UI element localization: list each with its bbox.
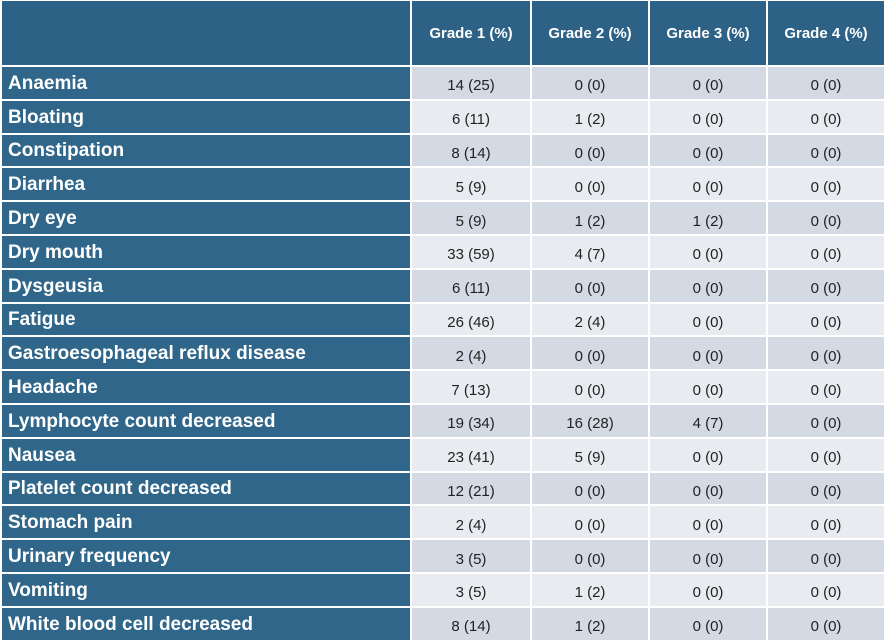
table-cell: 0 (0) bbox=[768, 472, 884, 505]
column-header: Grade 1 (%) bbox=[412, 1, 530, 65]
table-cell: 0 (0) bbox=[768, 269, 884, 302]
table-cell: 0 (0) bbox=[532, 134, 648, 167]
row-label: Dry eye bbox=[2, 202, 410, 234]
table-cell: 0 (0) bbox=[768, 404, 884, 437]
table-cell: 1 (2) bbox=[650, 202, 766, 234]
table-cell: 2 (4) bbox=[412, 337, 530, 370]
table-cell: 0 (0) bbox=[768, 573, 884, 606]
table-cell: 2 (4) bbox=[532, 303, 648, 336]
table-cell: 5 (9) bbox=[412, 202, 530, 234]
row-label: Gastroesophageal reflux disease bbox=[2, 337, 410, 370]
row-label: Lymphocyte count decreased bbox=[2, 404, 410, 437]
table-cell: 0 (0) bbox=[532, 506, 648, 539]
table-cell: 0 (0) bbox=[768, 235, 884, 268]
table-cell: 12 (21) bbox=[412, 472, 530, 505]
table-cell: 0 (0) bbox=[650, 540, 766, 572]
table-cell: 0 (0) bbox=[768, 168, 884, 201]
table-cell: 2 (4) bbox=[412, 506, 530, 539]
table-cell: 0 (0) bbox=[768, 67, 884, 99]
table-cell: 6 (11) bbox=[412, 100, 530, 133]
table-cell: 3 (5) bbox=[412, 573, 530, 606]
table-cell: 0 (0) bbox=[532, 371, 648, 403]
row-label: Fatigue bbox=[2, 303, 410, 336]
table-cell: 0 (0) bbox=[768, 202, 884, 234]
table-cell: 0 (0) bbox=[650, 506, 766, 539]
table-cell: 0 (0) bbox=[768, 134, 884, 167]
row-label: Stomach pain bbox=[2, 506, 410, 539]
table-cell: 1 (2) bbox=[532, 607, 648, 640]
table-cell: 0 (0) bbox=[650, 337, 766, 370]
table-cell: 6 (11) bbox=[412, 269, 530, 302]
table-cell: 0 (0) bbox=[532, 472, 648, 505]
table-cell: 26 (46) bbox=[412, 303, 530, 336]
table-cell: 7 (13) bbox=[412, 371, 530, 403]
row-label: Headache bbox=[2, 371, 410, 403]
table-cell: 4 (7) bbox=[650, 404, 766, 437]
column-header: Grade 2 (%) bbox=[532, 1, 648, 65]
table-cell: 0 (0) bbox=[768, 371, 884, 403]
table-cell: 0 (0) bbox=[768, 438, 884, 471]
table-cell: 0 (0) bbox=[650, 607, 766, 640]
table-cell: 5 (9) bbox=[532, 438, 648, 471]
table-cell: 4 (7) bbox=[532, 235, 648, 268]
table-cell: 33 (59) bbox=[412, 235, 530, 268]
row-label: White blood cell decreased bbox=[2, 607, 410, 640]
table-cell: 0 (0) bbox=[768, 506, 884, 539]
table-cell: 0 (0) bbox=[768, 337, 884, 370]
table-cell: 0 (0) bbox=[532, 67, 648, 99]
table-cell: 0 (0) bbox=[650, 235, 766, 268]
table-cell: 0 (0) bbox=[768, 100, 884, 133]
table-cell: 0 (0) bbox=[768, 607, 884, 640]
row-label: Vomiting bbox=[2, 573, 410, 606]
table-cell: 8 (14) bbox=[412, 134, 530, 167]
row-label: Urinary frequency bbox=[2, 540, 410, 572]
row-label: Dry mouth bbox=[2, 235, 410, 268]
table-cell: 8 (14) bbox=[412, 607, 530, 640]
table-cell: 0 (0) bbox=[650, 371, 766, 403]
table-cell: 1 (2) bbox=[532, 573, 648, 606]
table-cell: 0 (0) bbox=[650, 472, 766, 505]
row-label: Dysgeusia bbox=[2, 269, 410, 302]
table-cell: 14 (25) bbox=[412, 67, 530, 99]
table-cell: 19 (34) bbox=[412, 404, 530, 437]
table-cell: 0 (0) bbox=[650, 168, 766, 201]
table-cell: 16 (28) bbox=[532, 404, 648, 437]
table-cell: 0 (0) bbox=[532, 540, 648, 572]
table-cell: 0 (0) bbox=[650, 269, 766, 302]
table-cell: 5 (9) bbox=[412, 168, 530, 201]
row-label: Constipation bbox=[2, 134, 410, 167]
table-cell: 1 (2) bbox=[532, 100, 648, 133]
row-label: Anaemia bbox=[2, 67, 410, 99]
table-cell: 0 (0) bbox=[650, 67, 766, 99]
corner-cell bbox=[2, 1, 410, 65]
column-header: Grade 4 (%) bbox=[768, 1, 884, 65]
table-cell: 1 (2) bbox=[532, 202, 648, 234]
table-cell: 0 (0) bbox=[768, 540, 884, 572]
column-header: Grade 3 (%) bbox=[650, 1, 766, 65]
table-cell: 0 (0) bbox=[650, 573, 766, 606]
table-cell: 23 (41) bbox=[412, 438, 530, 471]
table-cell: 0 (0) bbox=[532, 269, 648, 302]
table-cell: 0 (0) bbox=[532, 168, 648, 201]
table-cell: 0 (0) bbox=[768, 303, 884, 336]
row-label: Bloating bbox=[2, 100, 410, 133]
table-cell: 0 (0) bbox=[532, 337, 648, 370]
row-label: Diarrhea bbox=[2, 168, 410, 201]
table-cell: 0 (0) bbox=[650, 303, 766, 336]
table-cell: 0 (0) bbox=[650, 438, 766, 471]
table-cell: 3 (5) bbox=[412, 540, 530, 572]
row-label: Platelet count decreased bbox=[2, 472, 410, 505]
table-cell: 0 (0) bbox=[650, 134, 766, 167]
row-label: Nausea bbox=[2, 438, 410, 471]
table-cell: 0 (0) bbox=[650, 100, 766, 133]
